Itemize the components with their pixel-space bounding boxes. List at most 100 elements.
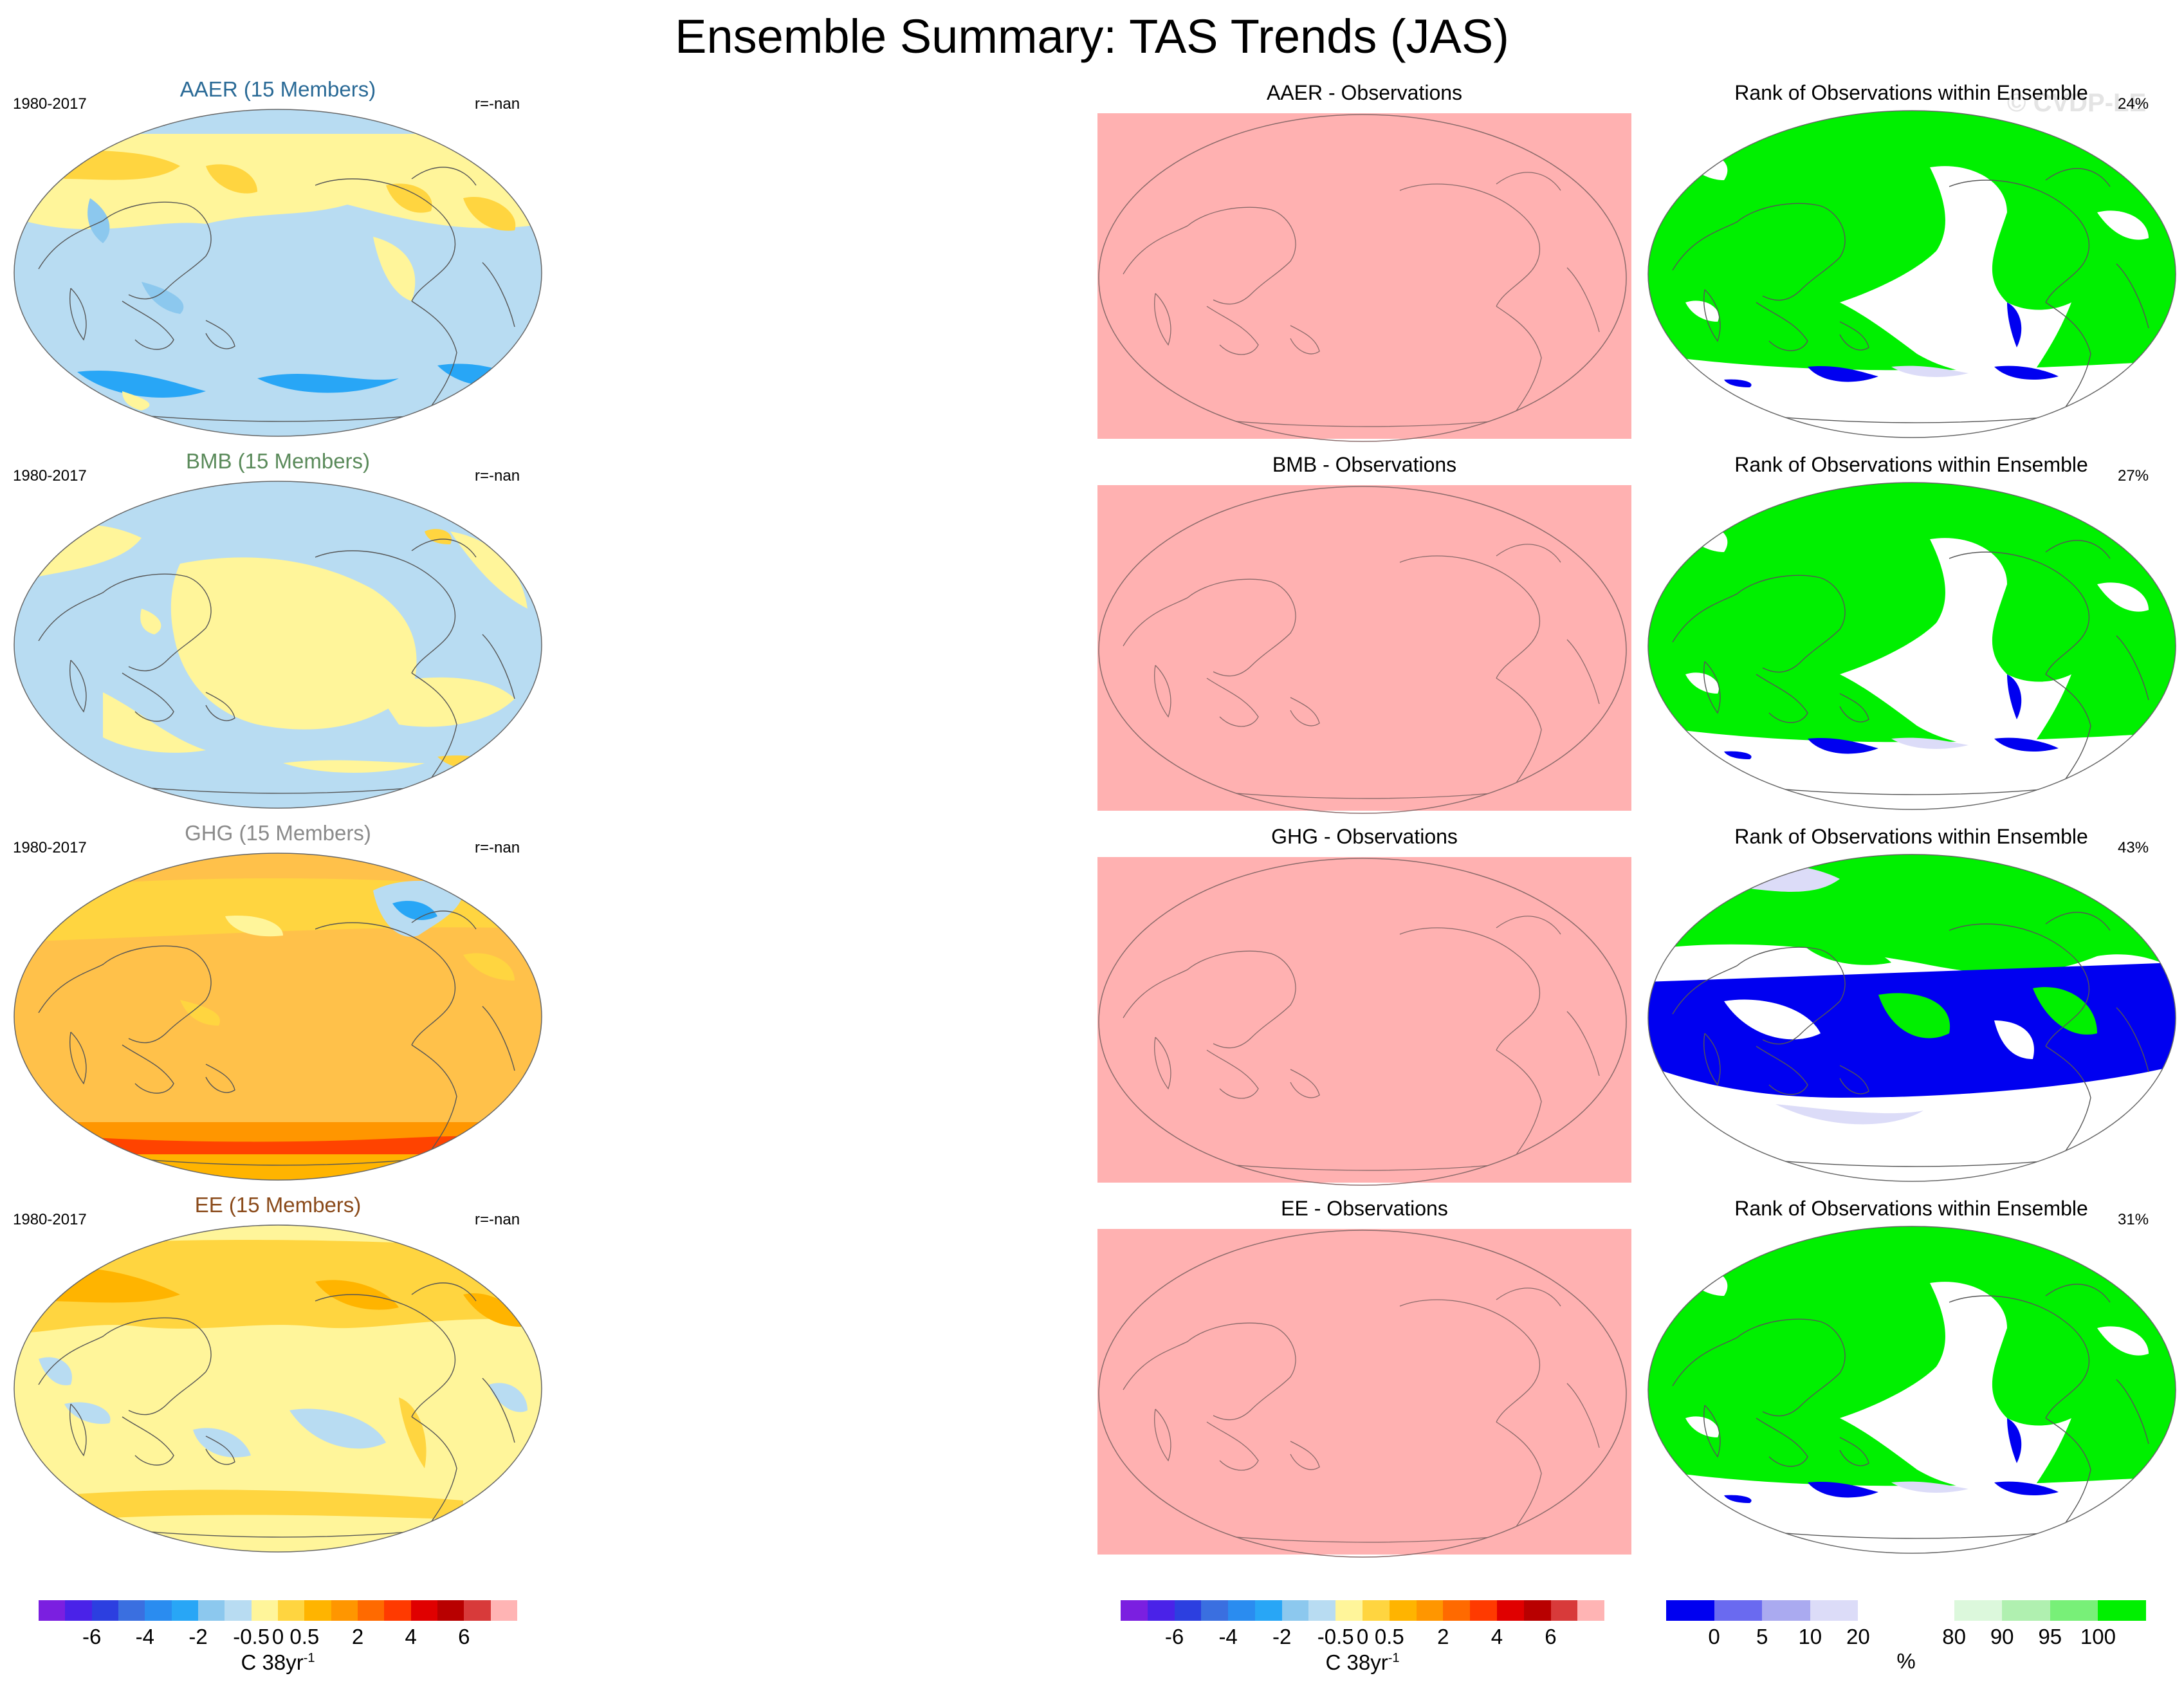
- colorbar-tick-label: 20: [1846, 1625, 1870, 1648]
- colorbar-swatch: [171, 1600, 198, 1621]
- colorbar-swatch: [1363, 1600, 1390, 1621]
- period-label: 1980-2017: [13, 95, 87, 113]
- colorbar-swatch: [1416, 1600, 1444, 1621]
- colorbar-swatch: [65, 1600, 92, 1621]
- ensemble-trend-map: [13, 108, 543, 438]
- pattern-correlation-label: r=-nan: [475, 839, 520, 856]
- colorbar-tick-label: 0: [271, 1625, 284, 1648]
- colorbar-swatch: [1228, 1600, 1255, 1621]
- colorbar-swatch: [464, 1600, 491, 1621]
- rank-colorbar: [1666, 1600, 2146, 1621]
- colorbar-tick-label: 90: [1990, 1625, 2014, 1648]
- colorbar-swatch: [2098, 1600, 2146, 1621]
- obs-difference-title: BMB - Observations: [1272, 453, 1457, 476]
- ensemble-title: BMB (15 Members): [185, 449, 371, 473]
- rank-title: Rank of Observations within Ensemble: [1734, 825, 2088, 848]
- colorbar-swatch: [1762, 1600, 1810, 1621]
- colorbar-swatch: [197, 1600, 225, 1621]
- period-label: 1980-2017: [13, 1211, 87, 1228]
- colorbar-swatch: [91, 1600, 118, 1621]
- colorbar-swatch: [1523, 1600, 1551, 1621]
- colorbar-swatch: [1496, 1600, 1524, 1621]
- colorbar-tick-label: 4: [405, 1625, 417, 1648]
- trend-colorbar-left-ticks: -6 -4 -2 -0.5 0 0.5 2 4 6: [39, 1625, 517, 1650]
- colorbar-tick-label: 2: [1437, 1625, 1449, 1648]
- unit-sup: -1: [1388, 1651, 1400, 1665]
- colorbar-tick-label: 0: [1356, 1625, 1369, 1648]
- colorbar-swatch: [1443, 1600, 1471, 1621]
- period-label: 1980-2017: [13, 467, 87, 484]
- colorbar-tick-label: 0.5: [1374, 1625, 1404, 1648]
- colorbar-swatch: [1147, 1600, 1175, 1621]
- rank-title: Rank of Observations within Ensemble: [1734, 81, 2088, 104]
- colorbar-swatch: [251, 1600, 278, 1621]
- trend-colorbar-left: [39, 1600, 517, 1621]
- colorbar-swatch: [304, 1600, 331, 1621]
- colorbar-swatch: [1281, 1600, 1309, 1621]
- colorbar-swatch: [1254, 1600, 1282, 1621]
- trend-colorbar-middle: [1121, 1600, 1605, 1621]
- pattern-correlation-label: r=-nan: [475, 467, 520, 484]
- colorbar-swatch: [1121, 1600, 1148, 1621]
- colorbar-swatch: [1858, 1600, 1906, 1621]
- colorbar-swatch: [39, 1600, 66, 1621]
- rank-percent-label: 27%: [2118, 467, 2149, 484]
- colorbar-tick-label: 0.5: [289, 1625, 320, 1648]
- unit-text: C 38yr: [241, 1650, 304, 1674]
- trend-colorbar-left-unit: C 38yr-1: [167, 1650, 389, 1675]
- colorbar-swatch: [437, 1600, 464, 1621]
- rank-title: Rank of Observations within Ensemble: [1734, 453, 2088, 476]
- rank-percent-label: 24%: [2118, 95, 2149, 113]
- ensemble-trend-map: [13, 852, 543, 1181]
- ensemble-title: EE (15 Members): [194, 1193, 362, 1217]
- colorbar-swatch: [1810, 1600, 1858, 1621]
- colorbar-swatch: [1550, 1600, 1578, 1621]
- colorbar-swatch: [2002, 1600, 2050, 1621]
- colorbar-tick-label: 95: [2038, 1625, 2062, 1648]
- pattern-correlation-label: r=-nan: [475, 95, 520, 113]
- unit-sup: -1: [303, 1651, 315, 1665]
- colorbar-tick-label: -2: [188, 1625, 208, 1648]
- colorbar-swatch: [118, 1600, 145, 1621]
- colorbar-swatch: [490, 1600, 517, 1621]
- colorbar-tick-label: 2: [351, 1625, 364, 1648]
- colorbar-tick-label: -4: [1218, 1625, 1238, 1648]
- colorbar-swatch: [1905, 1600, 1954, 1621]
- obs-difference-title: AAER - Observations: [1266, 81, 1463, 104]
- rank-percent-label: 43%: [2118, 839, 2149, 856]
- watermark: © CVDP-LE: [2007, 89, 2147, 117]
- colorbar-swatch: [1335, 1600, 1363, 1621]
- obs-difference-map: [1097, 1229, 1631, 1558]
- unit-text: C 38yr: [1325, 1650, 1388, 1674]
- ensemble-trend-map: [13, 480, 543, 809]
- colorbar-swatch: [1577, 1600, 1605, 1621]
- obs-difference-title: EE - Observations: [1281, 1197, 1448, 1220]
- rank-map: [1647, 109, 2177, 439]
- obs-difference-map: [1097, 113, 1631, 442]
- rank-map: [1647, 481, 2177, 811]
- colorbar-swatch: [145, 1600, 172, 1621]
- ensemble-title: AAER (15 Members): [179, 77, 376, 101]
- colorbar-tick-label: 0: [1708, 1625, 1720, 1648]
- colorbar-tick-label: 5: [1756, 1625, 1768, 1648]
- colorbar-swatch: [410, 1600, 437, 1621]
- colorbar-tick-label: -4: [135, 1625, 154, 1648]
- colorbar-swatch: [357, 1600, 385, 1621]
- obs-difference-map: [1097, 485, 1631, 814]
- rank-colorbar-unit: %: [1896, 1649, 1916, 1673]
- colorbar-tick-label: 10: [1798, 1625, 1822, 1648]
- colorbar-tick-label: -6: [82, 1625, 102, 1648]
- colorbar-swatch: [1308, 1600, 1336, 1621]
- colorbar-swatch: [384, 1600, 411, 1621]
- colorbar-tick-label: 80: [1942, 1625, 1966, 1648]
- colorbar-swatch: [1954, 1600, 2003, 1621]
- colorbar-swatch: [1174, 1600, 1202, 1621]
- colorbar-swatch: [331, 1600, 358, 1621]
- ensemble-trend-map: [13, 1224, 543, 1553]
- colorbar-swatch: [2050, 1600, 2098, 1621]
- period-label: 1980-2017: [13, 839, 87, 856]
- colorbar-tick-label: -0.5: [1317, 1625, 1354, 1648]
- colorbar-swatch: [225, 1600, 252, 1621]
- obs-difference-title: GHG - Observations: [1271, 825, 1458, 848]
- colorbar-swatch: [1201, 1600, 1229, 1621]
